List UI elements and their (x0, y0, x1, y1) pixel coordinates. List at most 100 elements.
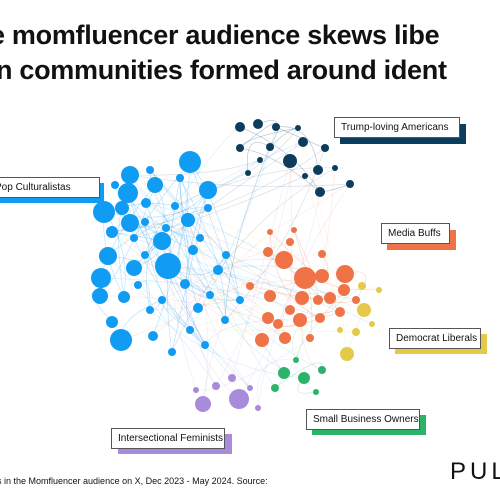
network-node (332, 165, 338, 171)
network-edge (207, 127, 299, 191)
network-node (313, 389, 319, 395)
network-edge (239, 126, 321, 193)
network-edge (293, 229, 313, 339)
network-edge (246, 141, 271, 174)
network-node (188, 245, 198, 255)
network-edge (256, 359, 297, 409)
network-edge (165, 177, 189, 229)
network-edge (149, 277, 306, 311)
network-node (257, 157, 263, 163)
network-node (186, 326, 194, 334)
network-node (369, 321, 375, 327)
network-node (228, 374, 236, 382)
network-edge (299, 319, 323, 371)
network-edge (179, 177, 226, 321)
network-edge (111, 231, 263, 341)
trump-loving-label: Trump-loving Americans (334, 117, 460, 138)
network-node (298, 372, 310, 384)
network-node (336, 265, 354, 283)
network-edge (145, 202, 206, 346)
network-edge (321, 167, 336, 277)
network-node (313, 295, 323, 305)
network-edge (239, 147, 321, 193)
network-node (293, 357, 299, 363)
media-buffs-label: Media Buffs (381, 223, 450, 244)
network-node (92, 288, 108, 304)
network-edge (189, 161, 241, 301)
network-edge (133, 175, 306, 239)
network-node (118, 183, 138, 203)
network-nodes (91, 119, 382, 412)
network-node (99, 247, 117, 265)
network-node (271, 384, 279, 392)
network-node (171, 202, 179, 210)
network-node (245, 170, 251, 176)
network-node (338, 284, 350, 296)
network-edge (107, 255, 269, 319)
network-node (294, 267, 316, 289)
network-node (141, 198, 151, 208)
network-node (340, 347, 354, 361)
network-node (358, 282, 366, 290)
network-node (201, 341, 209, 349)
network-node (212, 382, 220, 390)
network-edge (144, 221, 206, 346)
network-edge (238, 191, 321, 400)
network-node (121, 166, 139, 184)
network-node (337, 327, 343, 333)
network-node (168, 348, 176, 356)
network-node (318, 366, 326, 374)
network-edge (292, 299, 319, 361)
network-edge (152, 161, 191, 337)
network-node (229, 389, 249, 409)
network-node (291, 227, 297, 233)
network-edge (174, 126, 241, 207)
network-node (298, 137, 308, 147)
network-edge (167, 265, 373, 325)
network-node (352, 328, 360, 336)
network-edge (209, 294, 305, 379)
network-edge (224, 146, 271, 321)
network-node (324, 292, 336, 304)
chart-title-line-1: e momfluencer audience skews libe (0, 20, 440, 50)
network-edge (107, 255, 331, 299)
network-edge (171, 167, 336, 353)
network-node (147, 177, 163, 193)
network-node (278, 367, 290, 379)
pulsar-logo: PULSAR (450, 458, 500, 485)
network-node (236, 144, 244, 152)
pop-culturalistas-label: Pop Culturalistas (0, 177, 100, 198)
network-edge (185, 189, 209, 331)
network-node (315, 269, 329, 283)
network-node (153, 232, 171, 250)
source-footnote: es in the Momfluencer audience on X, Dec… (0, 476, 270, 486)
network-node (255, 333, 269, 347)
network-node (141, 218, 149, 226)
network-node (158, 296, 166, 304)
network-edge (149, 169, 241, 301)
network-edge (189, 289, 380, 331)
network-edge (209, 279, 345, 296)
network-node (285, 305, 295, 315)
network-edge (103, 189, 209, 218)
network-edge (289, 160, 292, 311)
network-node (106, 226, 118, 238)
network-edge (133, 267, 286, 339)
network-edge (161, 241, 291, 301)
network-edge (161, 299, 233, 379)
network-node (126, 260, 142, 276)
network-edge (269, 231, 321, 319)
network-node (118, 291, 130, 303)
network-edge (189, 161, 241, 301)
network-node (206, 291, 214, 299)
network-edge (187, 219, 321, 319)
democrat-liberals-label: Democrat Liberals (389, 328, 481, 349)
network-node (376, 287, 382, 293)
chart-title-line-2: n communities formed around ident (0, 55, 447, 85)
network-node (264, 290, 276, 302)
network-edge (202, 319, 226, 405)
network-edge (187, 219, 276, 389)
network-node (155, 253, 181, 279)
network-edge (295, 285, 363, 361)
